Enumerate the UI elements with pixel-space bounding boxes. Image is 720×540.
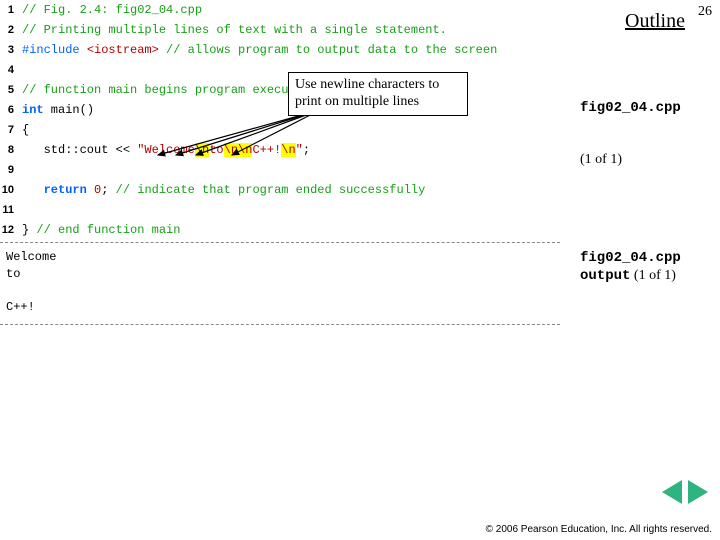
line-number: 2 <box>0 24 22 36</box>
figure-count-label: (1 of 1) <box>580 152 622 168</box>
program-output: Welcome to C++! <box>0 242 560 325</box>
line-number: 11 <box>0 204 22 216</box>
code-line: 9 <box>0 160 560 180</box>
line-number: 5 <box>0 84 22 96</box>
output-suffix-mono: output <box>580 268 630 284</box>
line-number: 6 <box>0 104 22 116</box>
code-text: return 0; // indicate that program ended… <box>22 183 560 197</box>
output-suffix-serif: (1 of 1) <box>630 268 676 283</box>
code-line: 1// Fig. 2.4: fig02_04.cpp <box>0 0 560 20</box>
nav-next-icon[interactable] <box>688 480 708 504</box>
code-line: 10 return 0; // indicate that program en… <box>0 180 560 200</box>
code-line: 3#include <iostream> // allows program t… <box>0 40 560 60</box>
figure-file-label: fig02_04.cpp <box>580 100 681 116</box>
code-listing: 1// Fig. 2.4: fig02_04.cpp2// Printing m… <box>0 0 560 240</box>
line-number: 9 <box>0 164 22 176</box>
code-line: 7{ <box>0 120 560 140</box>
code-text: // Fig. 2.4: fig02_04.cpp <box>22 3 560 17</box>
line-number: 12 <box>0 224 22 236</box>
code-line: 4 <box>0 60 560 80</box>
code-text: #include <iostream> // allows program to… <box>22 43 560 57</box>
code-line: 5// function main begins program executi… <box>0 80 560 100</box>
code-text: { <box>22 123 560 137</box>
nav-arrows <box>662 480 708 504</box>
copyright-text: © 2006 Pearson Education, Inc. All right… <box>486 524 712 536</box>
line-number: 8 <box>0 144 22 156</box>
code-line: 2// Printing multiple lines of text with… <box>0 20 560 40</box>
code-line: 8 std::cout << "Welcome\nto\n\nC++!\n"; <box>0 140 560 160</box>
line-number: 1 <box>0 4 22 16</box>
page-number: 26 <box>698 4 712 20</box>
code-text: } // end function main <box>22 223 560 237</box>
code-text: std::cout << "Welcome\nto\n\nC++!\n"; <box>22 143 560 157</box>
code-text: // Printing multiple lines of text with … <box>22 23 560 37</box>
nav-prev-icon[interactable] <box>662 480 682 504</box>
line-number: 10 <box>0 184 22 196</box>
output-file-label: fig02_04.cpp <box>580 250 681 266</box>
code-line: 12} // end function main <box>0 220 560 240</box>
outline-heading: Outline <box>625 10 685 33</box>
line-number: 3 <box>0 44 22 56</box>
line-number: 7 <box>0 124 22 136</box>
output-count-label: output (1 of 1) <box>580 266 676 284</box>
code-line: 11 <box>0 200 560 220</box>
callout-box: Use newline characters to print on multi… <box>288 72 468 116</box>
code-line: 6int main() <box>0 100 560 120</box>
line-number: 4 <box>0 64 22 76</box>
